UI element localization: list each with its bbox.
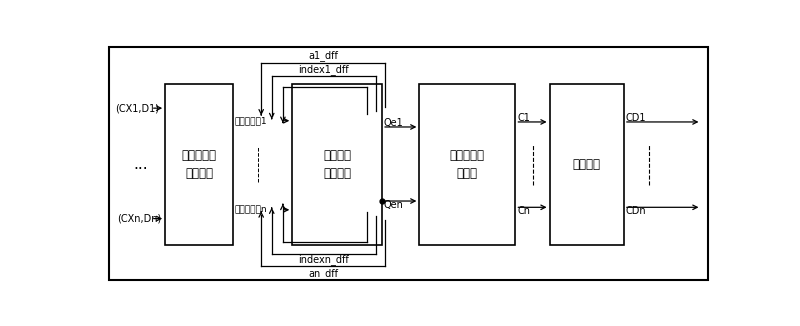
Text: 指令生成及
索引预测: 指令生成及 索引预测 — [182, 149, 217, 180]
Bar — [550, 84, 624, 245]
Text: 编码寄存器
归一化: 编码寄存器 归一化 — [450, 149, 485, 180]
Bar — [419, 84, 515, 245]
Text: CDn: CDn — [626, 206, 646, 216]
Text: 索引智态值1: 索引智态值1 — [234, 116, 267, 125]
Text: indexn_dff: indexn_dff — [298, 255, 349, 265]
Text: C1: C1 — [518, 113, 530, 123]
Text: Cn: Cn — [518, 206, 530, 216]
Text: an_dff: an_dff — [308, 268, 338, 279]
Bar — [292, 84, 382, 245]
Bar — [165, 84, 234, 245]
Text: 索引智态值n: 索引智态值n — [234, 205, 267, 214]
Text: CD1: CD1 — [626, 113, 646, 123]
Text: (CX1,D1): (CX1,D1) — [115, 103, 159, 113]
Text: a1_dff: a1_dff — [308, 50, 338, 61]
Text: ...: ... — [133, 157, 148, 172]
Text: 码流输出: 码流输出 — [573, 158, 601, 171]
Text: (CXn,Dn): (CXn,Dn) — [117, 214, 161, 224]
Text: 索引选择
与归一化: 索引选择 与归一化 — [323, 149, 351, 180]
Text: Qen: Qen — [384, 200, 404, 210]
Text: Qe1: Qe1 — [384, 118, 404, 128]
Text: index1_dff: index1_dff — [298, 64, 349, 75]
